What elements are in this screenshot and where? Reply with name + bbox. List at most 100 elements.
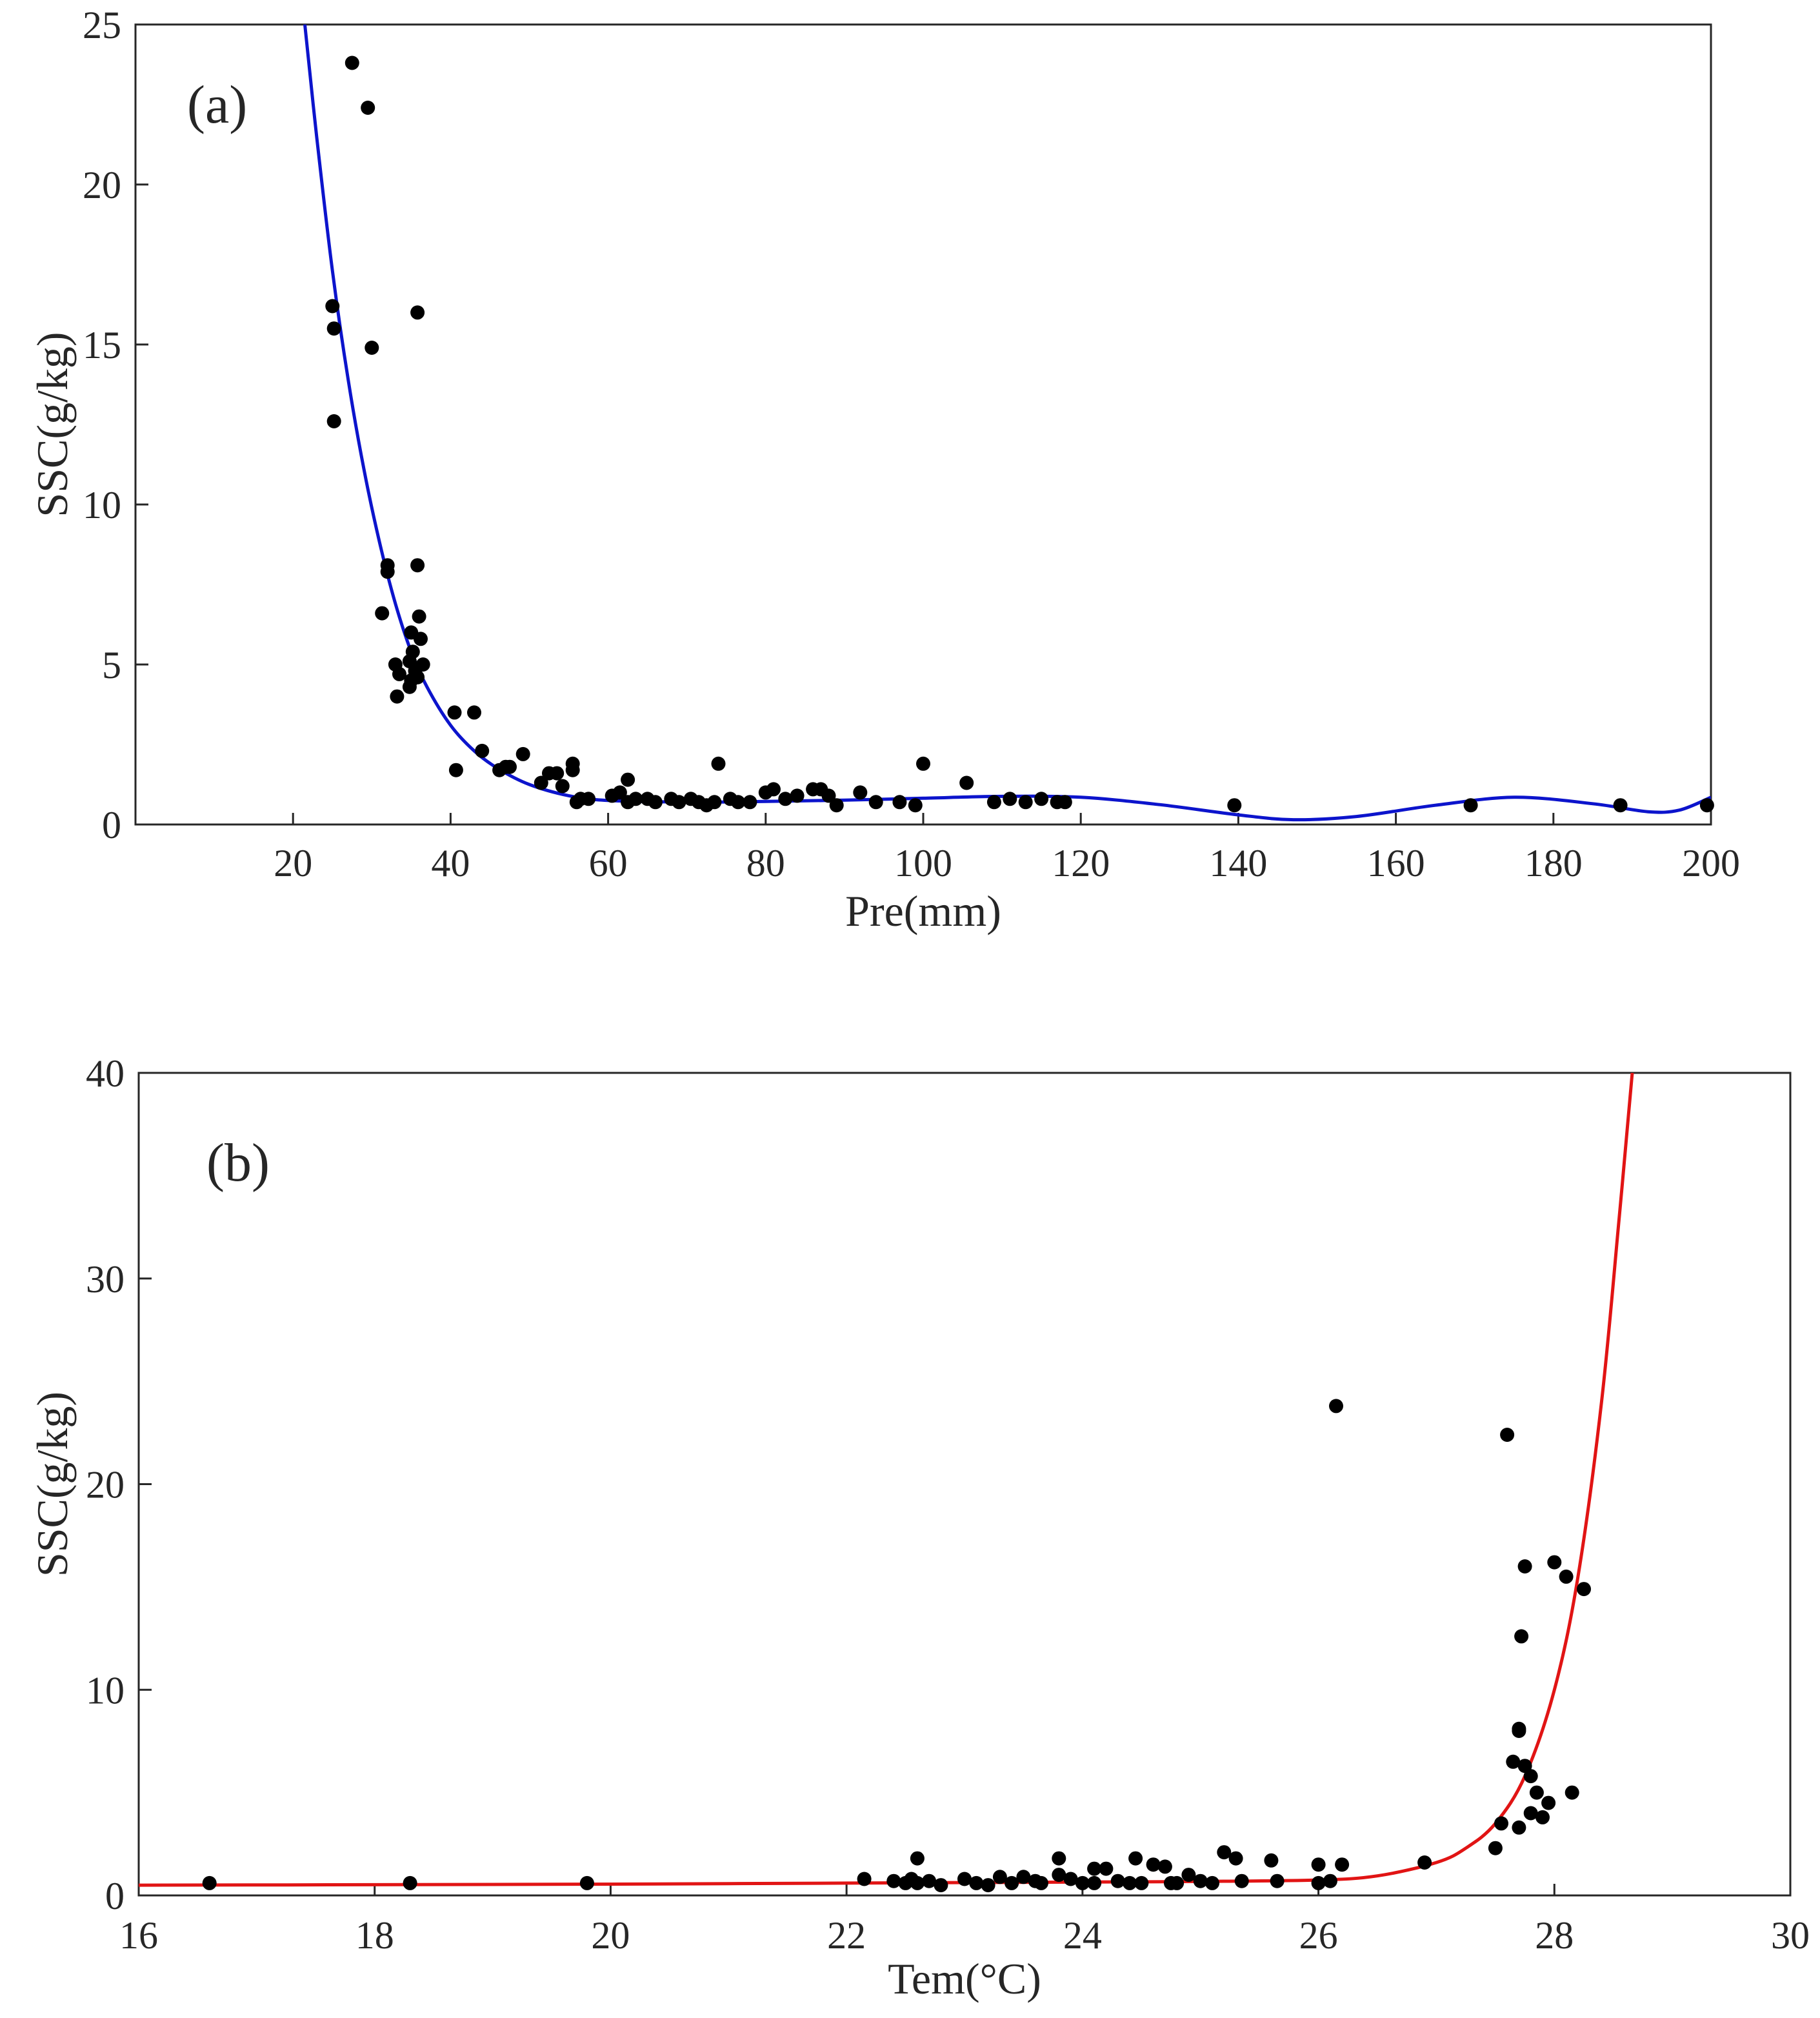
panel-a-data-point (853, 785, 868, 800)
panel-a-data-point (365, 341, 379, 355)
panel-b-data-point (1577, 1582, 1591, 1597)
panel-b-data-point (1264, 1853, 1279, 1868)
panel-a-data-point (790, 788, 805, 803)
panel-b-data-point (1523, 1769, 1538, 1784)
panel-a-data-point (1018, 795, 1033, 810)
panel-b-data-points (202, 1399, 1591, 1893)
panel-b-y-ticks: 0 10 20 30 40 (86, 1052, 152, 1917)
panel-b-data-point (1181, 1868, 1196, 1883)
panel-a-label: (a) (187, 75, 247, 135)
panel-b-data-point (1063, 1872, 1078, 1886)
panel-b-data-point (1110, 1873, 1125, 1888)
panel-a-data-point (766, 782, 781, 797)
panel-a-x-ticks: 20 40 60 80 100 120 140 160 180 200 (274, 813, 1740, 884)
panel-b-data-point (1523, 1806, 1538, 1821)
panel-b-x-tick-label: 20 (591, 1914, 630, 1957)
panel-a-x-tick-label: 80 (746, 842, 785, 884)
panel-b-data-point (857, 1872, 872, 1886)
panel-b-data-point (1217, 1845, 1232, 1860)
panel-b-data-point (1087, 1861, 1102, 1876)
panel-a-data-point (711, 756, 726, 771)
panel-a-data-point (375, 606, 390, 621)
panel-b-data-point (992, 1870, 1007, 1884)
panel-a-data-point (565, 763, 580, 777)
panel-b-data-point (1565, 1785, 1579, 1800)
panel-a-data-point (707, 795, 722, 810)
panel-b-data-point (1005, 1875, 1019, 1890)
panel-a-data-point (326, 414, 341, 428)
panel-a-data-point (1463, 798, 1478, 813)
panel-b-data-point (1535, 1810, 1550, 1824)
panel-b-data-point (1311, 1875, 1326, 1890)
panel-b-data-point (1157, 1859, 1172, 1874)
panel-b-data-point (1329, 1399, 1343, 1414)
panel-a-data-point (1227, 798, 1242, 813)
panel-a-data-point (515, 746, 530, 761)
panel-b-data-point (1170, 1875, 1185, 1890)
panel-a-data-point (390, 689, 405, 704)
panel-b-y-axis-title: SSC(g/kg) (28, 1392, 77, 1577)
panel-a-x-tick-label: 180 (1525, 842, 1583, 884)
panel-a-y-tick-label: 25 (83, 4, 121, 46)
panel-b-x-tick-label: 26 (1299, 1914, 1338, 1957)
panel-b-x-tick-label: 18 (355, 1914, 394, 1957)
panel-b-data-point (1517, 1759, 1532, 1773)
panel-b-data-point (1099, 1861, 1114, 1876)
panel-b-data-point (1512, 1721, 1526, 1736)
panel-b-data-point (1323, 1873, 1337, 1888)
panel-b-x-tick-label: 28 (1535, 1914, 1574, 1957)
panel-a-data-point (612, 785, 627, 800)
panel-a-data-point (916, 756, 930, 771)
panel-a-data-point (410, 305, 425, 320)
panel-a-data-point (555, 779, 570, 794)
panel-a-x-tick-label: 20 (274, 842, 312, 884)
panel-b-data-point (1335, 1857, 1350, 1872)
panel-a-data-point (621, 795, 635, 810)
panel-a-data-point (778, 792, 793, 806)
panel-b-scatter-chart: 16 18 20 22 24 26 28 30 0 10 20 30 40 (b) Tem(°C) S… (28, 1052, 1810, 2003)
panel-b-data-point (1034, 1875, 1048, 1890)
panel-b-data-point (1559, 1569, 1574, 1584)
panel-a-x-tick-label: 200 (1682, 842, 1740, 884)
panel-b-x-tick-label: 30 (1771, 1914, 1810, 1957)
panel-b-data-point (934, 1878, 948, 1893)
panel-b-data-point (910, 1851, 925, 1866)
panel-a-data-point (1699, 798, 1714, 813)
panel-b-data-point (922, 1873, 937, 1888)
panel-b-data-point (1016, 1870, 1031, 1884)
panel-b-data-point (1123, 1875, 1137, 1890)
panel-b-plot-frame (137, 1072, 1792, 1897)
panel-a-data-point (672, 795, 686, 810)
panel-b-data-point (1205, 1875, 1219, 1890)
panel-a-data-point (412, 609, 426, 624)
panel-b-x-tick-label: 22 (827, 1914, 866, 1957)
panel-a-data-point (959, 775, 974, 790)
panel-a-y-ticks: 0 5 10 15 20 25 (83, 4, 148, 846)
panel-b-data-point (1146, 1857, 1161, 1872)
panel-b-fit-curve (139, 1073, 1634, 1887)
panel-b-y-tick-label: 10 (86, 1669, 125, 1712)
panel-a-data-point (821, 788, 836, 803)
panel-a-data-point (534, 775, 548, 790)
panel-a-data-points (325, 55, 1714, 813)
panel-b-data-point (1128, 1851, 1143, 1866)
panel-a-data-point (345, 55, 359, 70)
panel-b-data-point (1514, 1629, 1529, 1644)
panel-b-data-point (1506, 1754, 1521, 1769)
panel-b-data-point (1547, 1555, 1562, 1570)
panel-b-data-point (202, 1875, 217, 1890)
panel-b-x-axis-title: Tem(°C) (888, 1954, 1041, 2003)
panel-a-data-point (380, 564, 395, 579)
panel-a-data-point (1613, 798, 1628, 813)
panel-a-data-point (581, 792, 596, 806)
panel-a-x-tick-label: 100 (894, 842, 952, 884)
panel-b-data-point (1087, 1875, 1102, 1890)
panel-a-x-tick-label: 120 (1052, 842, 1110, 884)
panel-a-data-point (503, 759, 517, 774)
panel-a-data-point (402, 679, 417, 694)
panel-b-y-tick-label: 40 (86, 1052, 125, 1095)
panel-b-y-tick-label: 30 (86, 1258, 125, 1301)
panel-a-scatter-chart: 20 40 60 80 100 120 140 160 180 200 0 5 10 15 20 25 (a… (28, 4, 1740, 935)
panel-b-x-ticks: 16 18 20 22 24 26 28 30 (119, 1884, 1810, 1957)
